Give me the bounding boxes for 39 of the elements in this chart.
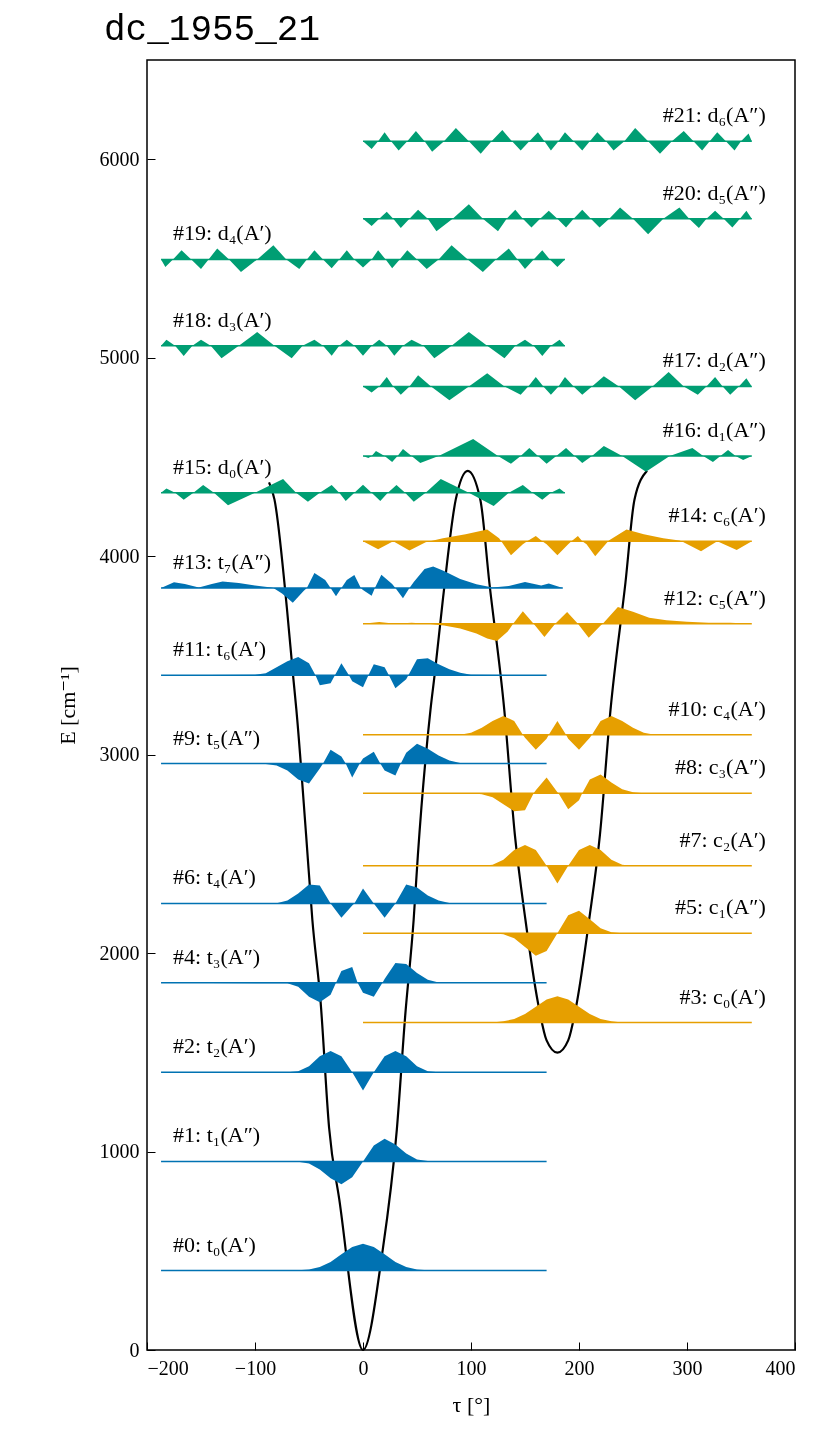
x-tick-label: 300 bbox=[672, 1356, 703, 1379]
series-label: #8: c₃(A″) bbox=[675, 754, 766, 780]
series-label: #4: t₃(A″) bbox=[173, 943, 261, 969]
series-label: #6: t₄(A′) bbox=[173, 864, 256, 890]
series-label: #19: d₄(A′) bbox=[173, 220, 272, 246]
x-tick-label: 200 bbox=[564, 1356, 595, 1379]
series-label: #14: c₆(A′) bbox=[668, 502, 766, 528]
series-label: #16: d₁(A″) bbox=[662, 416, 766, 442]
x-tick-label: −200 bbox=[147, 1356, 189, 1379]
series-label: #5: c₁(A″) bbox=[675, 894, 766, 920]
series-label: #7: c₂(A′) bbox=[679, 826, 766, 852]
x-tick-label: 400 bbox=[765, 1356, 796, 1379]
y-axis-title: E [cm⁻¹] bbox=[54, 666, 80, 745]
series-label: #2: t₂(A′) bbox=[173, 1033, 256, 1059]
series-label: #3: c₀(A′) bbox=[679, 983, 766, 1009]
series-label: #11: t₆(A′) bbox=[173, 636, 266, 662]
series-label: #15: d₀(A′) bbox=[173, 453, 272, 479]
series-label: #0: t₀(A′) bbox=[173, 1231, 256, 1257]
y-tick-label: 4000 bbox=[99, 544, 140, 567]
series-label: #20: d₅(A″) bbox=[662, 179, 766, 205]
series-label: #13: t₇(A″) bbox=[173, 548, 272, 574]
series-label: #10: c₄(A′) bbox=[668, 695, 766, 721]
series-label: #17: d₂(A″) bbox=[662, 347, 766, 373]
x-tick-label: 100 bbox=[456, 1356, 487, 1379]
series-label: #18: d₃(A′) bbox=[173, 306, 272, 332]
x-axis-title: τ [°] bbox=[452, 1391, 491, 1417]
series-label: #12: c₅(A″) bbox=[664, 584, 766, 610]
y-tick-label: 6000 bbox=[99, 147, 140, 170]
y-tick-label: 3000 bbox=[99, 743, 140, 766]
x-tick-label: −100 bbox=[234, 1356, 277, 1379]
y-tick-label: 0 bbox=[129, 1338, 140, 1361]
y-tick-label: 1000 bbox=[99, 1140, 140, 1163]
series-label: #21: d₆(A″) bbox=[662, 102, 766, 128]
y-tick-label: 5000 bbox=[99, 346, 140, 369]
series-label: #9: t₅(A″) bbox=[173, 724, 261, 750]
chart-title: dc_1955_21 bbox=[104, 10, 321, 51]
x-tick-label: 0 bbox=[358, 1356, 369, 1379]
series-label: #1: t₁(A″) bbox=[173, 1122, 261, 1148]
y-tick-label: 2000 bbox=[99, 941, 140, 964]
